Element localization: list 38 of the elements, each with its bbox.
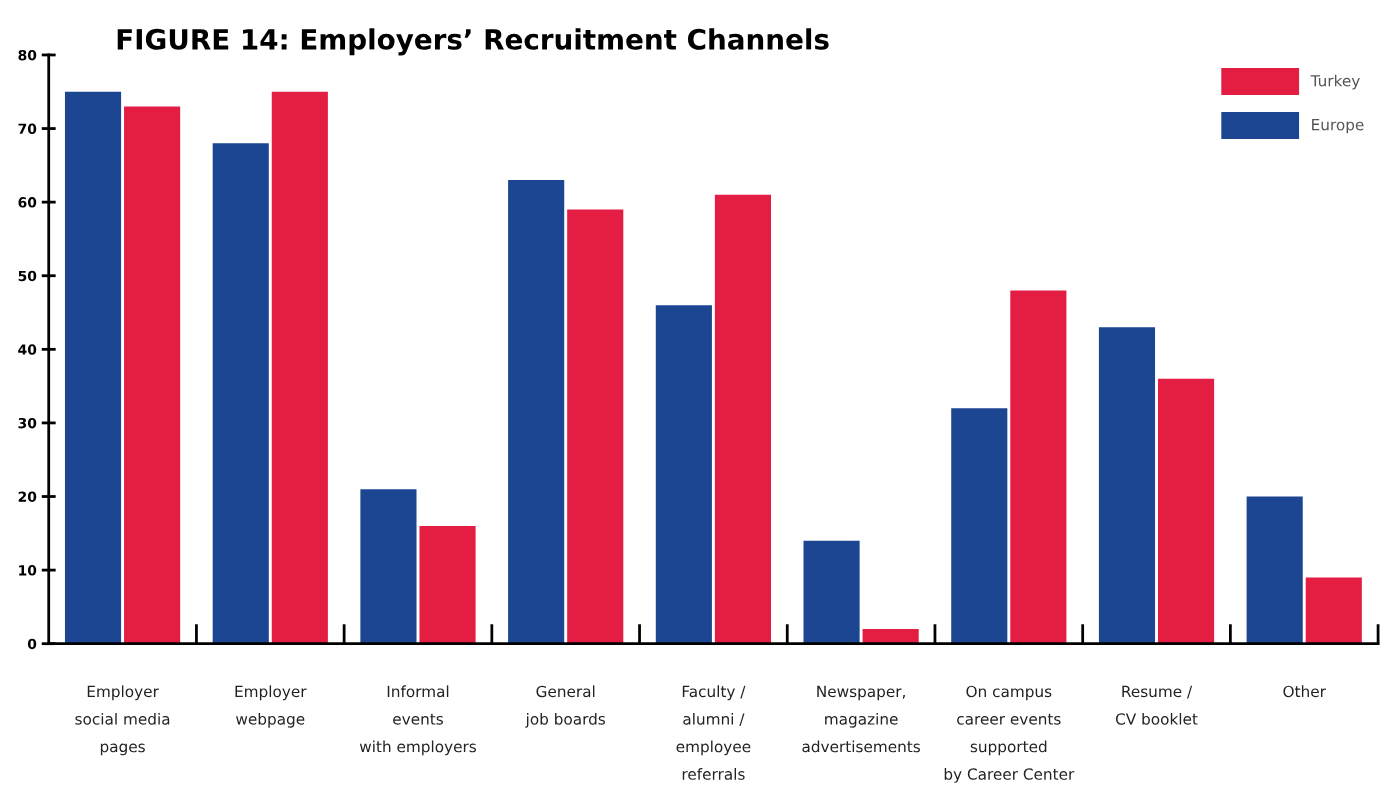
x-tick-label: General job boards: [525, 685, 606, 728]
bar: [951, 408, 1008, 644]
y-tick-label: 50: [18, 270, 37, 282]
chart-title: FIGURE 14: Employers’ Recruitment Channels: [117, 28, 829, 56]
x-tick-label: Other: [1283, 685, 1326, 698]
bar: [1246, 496, 1303, 644]
bar: [714, 194, 772, 644]
x-tick-label: Resume / CV booklet: [1115, 685, 1198, 725]
y-tick-label: 60: [18, 197, 37, 208]
legend-label: Europe: [1312, 119, 1364, 134]
y-tick-label: 80: [18, 49, 37, 61]
bar: [1098, 327, 1156, 644]
y-tick-label: 10: [19, 565, 37, 576]
x-tick-label: Faculty / alumni / employee referrals: [676, 685, 751, 780]
bar: [1010, 290, 1067, 644]
y-tick-label: 30: [18, 417, 37, 429]
y-tick-label: 0: [27, 638, 37, 650]
x-tick-label: On campus career events supported by Career Center: [944, 685, 1075, 783]
bar: [508, 180, 565, 644]
category-label: Employer social media pages: [75, 685, 170, 756]
y-tick-label: 20: [18, 491, 37, 502]
bar: [803, 540, 860, 644]
bar: [567, 209, 624, 644]
bar: [124, 106, 181, 644]
bar: [64, 91, 122, 644]
x-tick-label: Informal events with employers: [359, 685, 476, 756]
bar: [419, 525, 476, 644]
legend-label: Turkey: [1310, 74, 1360, 90]
bar: [360, 489, 417, 644]
bar: [1305, 577, 1362, 644]
bar: [212, 143, 269, 644]
x-tick-label: Newspaper, magazine advertisements: [802, 685, 921, 753]
bar: [1158, 378, 1215, 644]
bar: [271, 91, 328, 644]
y-tick-label: 70: [18, 123, 37, 135]
y-tick-label: 40: [18, 344, 37, 355]
bar: [655, 305, 712, 644]
x-tick-label: Employer webpage: [235, 685, 307, 728]
